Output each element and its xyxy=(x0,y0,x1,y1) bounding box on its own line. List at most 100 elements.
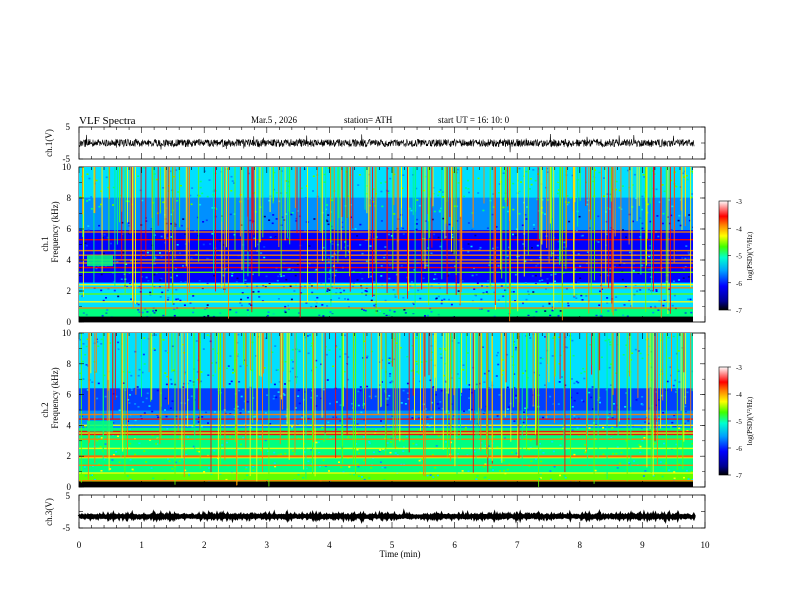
spectrogram-row xyxy=(79,457,693,461)
sferic-streak xyxy=(262,333,263,472)
spectrogram-cell xyxy=(326,305,329,307)
spectrogram-cell xyxy=(566,203,569,206)
sferic-streak xyxy=(548,167,550,264)
spectrogram-cell xyxy=(201,192,204,195)
spectrogram-cell xyxy=(571,406,574,408)
spectrogram-cell xyxy=(164,409,166,411)
spectrogram-cell xyxy=(234,451,237,454)
spectrogram-cell xyxy=(587,170,589,172)
spectrogram-cell xyxy=(80,264,83,267)
spectrogram-cell xyxy=(547,449,550,452)
spectrogram-cell xyxy=(265,275,268,278)
spectral-band xyxy=(79,293,693,295)
sferic-streak xyxy=(210,333,212,473)
spectrogram-cell xyxy=(622,354,625,356)
spectrogram-cell xyxy=(406,355,409,358)
spectrogram-cell xyxy=(476,462,479,464)
spectrogram-cell xyxy=(608,338,610,341)
spectrogram-row xyxy=(79,469,693,473)
spectrogram-cell xyxy=(292,417,295,419)
spectrogram-cell xyxy=(654,305,657,308)
spectrogram-cell xyxy=(307,211,310,213)
sferic-streak xyxy=(398,167,400,299)
spectrogram-cell xyxy=(242,436,245,439)
spectrogram-cell xyxy=(166,428,169,430)
spectrogram-cell xyxy=(347,306,350,308)
spectrogram-cell xyxy=(222,274,225,277)
spectrogram-cell xyxy=(344,353,347,355)
sferic-streak xyxy=(652,333,654,476)
spectrogram-cell xyxy=(456,373,459,375)
spectrogram-cell xyxy=(267,174,270,176)
spectrogram-cell xyxy=(575,380,578,383)
spectrogram-cell xyxy=(287,268,290,271)
spectrogram-cell xyxy=(357,465,360,468)
spectrogram-cell xyxy=(211,406,214,408)
spectrogram-row xyxy=(79,217,693,221)
spectrogram-cell xyxy=(350,428,353,430)
spectrogram-cell xyxy=(641,276,644,278)
sferic-streak xyxy=(102,333,104,468)
spectrogram-cell xyxy=(539,256,542,259)
spectrogram-cell xyxy=(477,177,480,180)
spectrogram-cell xyxy=(522,421,525,424)
sferic-streak xyxy=(278,167,280,247)
spectrogram-cell xyxy=(363,340,366,343)
spectrogram-cell xyxy=(502,295,505,298)
sferic-streak xyxy=(152,167,154,295)
spectrogram-cell xyxy=(106,309,109,311)
spectrogram-cell xyxy=(435,278,438,280)
spectrogram-cell xyxy=(557,180,560,183)
spectrogram-cell xyxy=(687,298,690,301)
spectrogram-cell xyxy=(534,458,537,460)
spectrogram-cell xyxy=(103,179,106,181)
sferic-streak xyxy=(282,333,284,410)
spectrogram-cell xyxy=(678,279,681,281)
spectrogram-cell xyxy=(103,458,106,461)
spectrogram-cell xyxy=(496,415,499,417)
sferic-streak xyxy=(574,167,576,203)
spectrogram-cell xyxy=(372,188,375,190)
spectrogram-cell xyxy=(365,356,368,359)
spectrogram-cell xyxy=(495,226,498,228)
spectrogram-cell xyxy=(196,216,199,219)
sferic-streak xyxy=(392,333,394,447)
spectrogram-cell xyxy=(439,245,442,248)
spectrogram-cell xyxy=(444,441,447,443)
spectrogram-cell xyxy=(632,220,634,223)
spectrogram-cell xyxy=(461,346,464,348)
sferic-streak xyxy=(653,167,655,239)
spectrogram-cell xyxy=(402,227,405,230)
spectrogram-cell xyxy=(315,366,318,369)
spectrogram-cell xyxy=(383,256,386,259)
spectrogram-cell xyxy=(380,278,383,281)
emission-patch xyxy=(87,255,113,267)
spectrogram-cell xyxy=(582,400,585,403)
spectrogram-cell xyxy=(688,214,691,216)
sferic-streak xyxy=(412,333,414,396)
spectrogram-cell xyxy=(317,441,320,444)
spectrogram-cell xyxy=(431,454,434,456)
sferic-streak xyxy=(119,167,121,223)
spectrogram-cell xyxy=(159,279,162,281)
spectrogram-cell xyxy=(554,257,557,260)
spectrogram-cell xyxy=(128,365,131,368)
spectrogram-cell xyxy=(674,333,677,335)
spectrogram-cell xyxy=(621,384,624,386)
spectrogram-cell xyxy=(293,290,296,292)
spectrogram-cell xyxy=(406,392,409,394)
spectrogram-cell xyxy=(166,237,169,239)
spectrogram-cell xyxy=(613,403,615,405)
spectrogram-cell xyxy=(587,405,590,407)
spectrogram-cell xyxy=(662,212,665,215)
sferic-streak xyxy=(408,167,410,292)
spectrogram-cell xyxy=(329,311,332,313)
spectrogram-cell xyxy=(207,260,210,262)
spectrogram-cell xyxy=(308,245,311,247)
spectrogram-cell xyxy=(415,206,418,208)
spectrogram-cell xyxy=(161,291,164,294)
spectrogram-cell xyxy=(240,443,242,446)
spectrogram-cell xyxy=(437,407,440,410)
spectrogram-cell xyxy=(329,402,331,405)
spectrogram-cell xyxy=(579,357,582,360)
